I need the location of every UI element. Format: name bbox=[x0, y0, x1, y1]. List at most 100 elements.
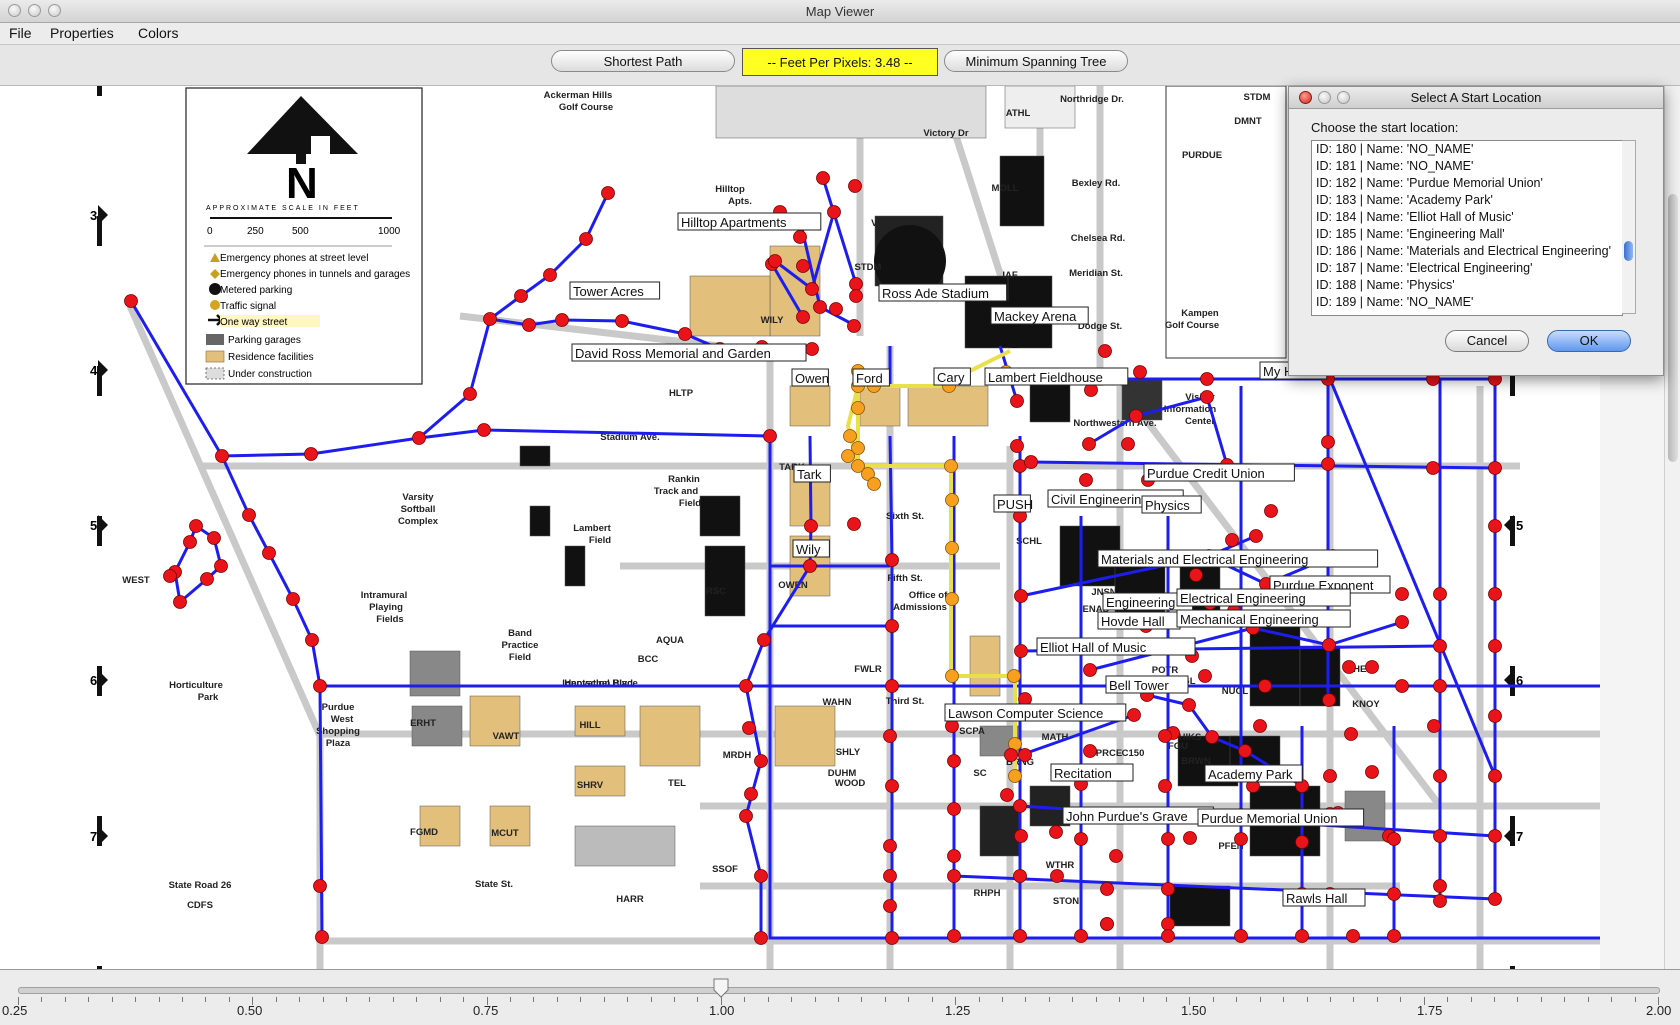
menu-colors[interactable]: Colors bbox=[138, 25, 179, 41]
graph-node bbox=[1004, 748, 1018, 762]
shortest-path-button[interactable]: Shortest Path bbox=[551, 50, 735, 72]
building bbox=[574, 825, 676, 867]
dialog-close-button[interactable] bbox=[1299, 91, 1312, 104]
zoom-tick bbox=[791, 997, 793, 1002]
graph-node bbox=[1488, 709, 1502, 723]
list-scrollbar[interactable] bbox=[1622, 140, 1636, 314]
graph-node bbox=[189, 519, 203, 533]
graph-nodes[interactable] bbox=[124, 171, 1502, 945]
list-item[interactable]: ID: 181 | Name: 'NO_NAME' bbox=[1316, 159, 1474, 173]
map-text: Meridian St. bbox=[1069, 268, 1123, 279]
location-label: Engineering bbox=[1106, 595, 1175, 610]
graph-node bbox=[885, 553, 899, 567]
graph-node bbox=[1387, 832, 1401, 846]
map-text: Golf Course bbox=[1165, 320, 1219, 331]
building bbox=[564, 545, 586, 587]
zoom-slider-track[interactable] bbox=[18, 987, 1660, 994]
building bbox=[469, 695, 521, 747]
zoom-tick bbox=[439, 997, 441, 1002]
location-label-box bbox=[791, 368, 829, 387]
list-item[interactable]: ID: 187 | Name: 'Electrical Engineering' bbox=[1316, 261, 1533, 275]
graph-node bbox=[796, 310, 810, 324]
zoom-tick bbox=[158, 997, 160, 1002]
dialog-zoom-button[interactable] bbox=[1337, 91, 1350, 104]
location-label: Elliot Hall of Music bbox=[1040, 640, 1147, 655]
building bbox=[774, 705, 836, 767]
graph-node bbox=[615, 314, 629, 328]
building bbox=[574, 705, 626, 737]
graph-node bbox=[885, 679, 899, 693]
graph-node bbox=[1321, 435, 1335, 449]
map-scroll-thumb[interactable] bbox=[1668, 194, 1678, 462]
location-label: Lambert Fieldhouse bbox=[988, 370, 1103, 385]
location-label: David Ross Memorial and Garden bbox=[575, 346, 771, 361]
toolbar: Shortest Path -- Feet Per Pixels: 3.48 -… bbox=[0, 45, 1680, 86]
close-window-button[interactable] bbox=[8, 4, 21, 17]
grid-number: 5 bbox=[90, 518, 97, 533]
zoom-tick bbox=[650, 997, 652, 1002]
zoom-label-6: 1.75 bbox=[1417, 1003, 1443, 1018]
grid-number: 7 bbox=[1516, 829, 1523, 844]
graph-node bbox=[1488, 461, 1502, 475]
list-item[interactable]: ID: 188 | Name: 'Physics' bbox=[1316, 278, 1455, 292]
map-text: Kampen bbox=[1181, 308, 1219, 319]
building bbox=[715, 86, 987, 139]
grid-number: 4 bbox=[90, 363, 98, 378]
list-scroll-thumb[interactable] bbox=[1624, 241, 1633, 261]
list-item[interactable]: ID: 185 | Name: 'Engineering Mall' bbox=[1316, 227, 1505, 241]
zoom-tick bbox=[1447, 997, 1449, 1002]
zoom-tick bbox=[580, 997, 582, 1002]
location-label-box bbox=[878, 283, 1008, 302]
graph-node bbox=[885, 931, 899, 945]
graph-edge bbox=[953, 874, 1496, 901]
cancel-button[interactable]: Cancel bbox=[1445, 330, 1529, 352]
map-vertical-scrollbar[interactable] bbox=[1664, 86, 1680, 969]
graph-node bbox=[124, 294, 138, 308]
location-label-box bbox=[1176, 609, 1351, 628]
zoom-window-button[interactable] bbox=[48, 4, 61, 17]
graph-node bbox=[885, 619, 899, 633]
list-item[interactable]: ID: 186 | Name: 'Materials and Electrica… bbox=[1316, 244, 1611, 258]
location-label-box bbox=[1282, 888, 1366, 907]
zoom-tick bbox=[205, 997, 207, 1002]
graph-node bbox=[1264, 504, 1278, 518]
graph-node bbox=[543, 268, 557, 282]
zoom-tick bbox=[64, 997, 66, 1002]
list-item[interactable]: ID: 182 | Name: 'Purdue Memorial Union' bbox=[1316, 176, 1543, 190]
minimum-spanning-tree-button[interactable]: Minimum Spanning Tree bbox=[944, 50, 1128, 72]
zoom-tick bbox=[533, 997, 535, 1002]
zoom-label-2: 0.75 bbox=[473, 1003, 499, 1018]
building bbox=[979, 805, 1021, 857]
zoom-tick bbox=[322, 997, 324, 1002]
zoom-slider-thumb[interactable] bbox=[713, 978, 729, 998]
graph-node bbox=[1488, 587, 1502, 601]
dialog-prompt: Choose the start location: bbox=[1311, 120, 1459, 135]
start-location-list[interactable]: ID: 180 | Name: 'NO_NAME' ID: 181 | Name… bbox=[1311, 140, 1623, 316]
list-item[interactable]: ID: 180 | Name: 'NO_NAME' bbox=[1316, 142, 1474, 156]
ok-button[interactable]: OK bbox=[1547, 330, 1631, 352]
location-labels: Hilltop Apartments Tower Acres Ross Ade St… bbox=[569, 212, 1391, 907]
map-text: OWEN bbox=[778, 580, 808, 591]
graph-node bbox=[678, 327, 692, 341]
graph-node bbox=[1205, 730, 1219, 744]
graph-node bbox=[1395, 615, 1409, 629]
location-label: Lawson Computer Science bbox=[948, 706, 1103, 721]
menu-file[interactable]: File bbox=[9, 25, 32, 41]
map-text: VAWT bbox=[493, 731, 520, 742]
location-label: Cary bbox=[937, 370, 965, 385]
map-text: Field bbox=[509, 652, 531, 663]
list-item[interactable]: ID: 189 | Name: 'NO_NAME' bbox=[1316, 295, 1474, 309]
map-text: SHLY bbox=[836, 747, 861, 758]
list-item[interactable]: ID: 183 | Name: 'Academy Park' bbox=[1316, 193, 1493, 207]
list-item[interactable]: ID: 184 | Name: 'Elliot Hall of Music' bbox=[1316, 210, 1514, 224]
map-text: Band bbox=[508, 628, 532, 639]
minimize-window-button[interactable] bbox=[28, 4, 41, 17]
map-text: FWLR bbox=[854, 664, 882, 675]
dialog-titlebar: Select A Start Location bbox=[1289, 87, 1663, 109]
location-label: Ford bbox=[856, 371, 883, 386]
menu-properties[interactable]: Properties bbox=[50, 25, 114, 41]
dialog-minimize-button[interactable] bbox=[1318, 91, 1331, 104]
zoom-tick bbox=[275, 997, 277, 1002]
graph-node bbox=[816, 171, 830, 185]
